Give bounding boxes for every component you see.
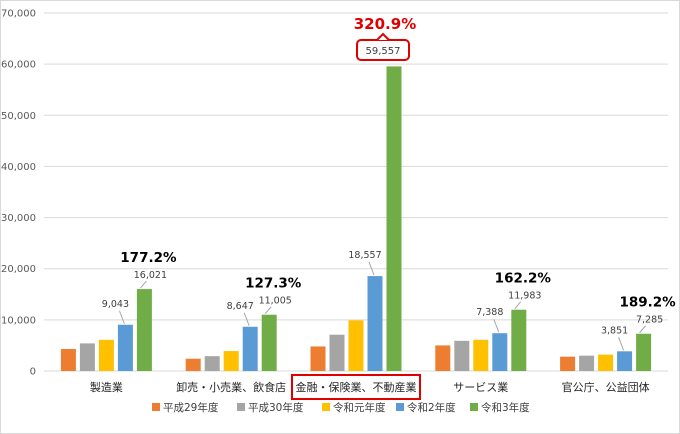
legend-label: 平成29年度 [163,401,219,414]
bar [511,309,527,371]
data-label: 16,021 [134,270,167,281]
leader-line [493,319,500,333]
x-tick-label: サービス業 [453,381,508,394]
y-tick-label: 60,000 [1,60,36,71]
bar [204,356,220,371]
bar [79,343,95,371]
leader-line [118,310,125,324]
y-tick-label: 50,000 [1,111,36,122]
legend-swatch [322,403,330,411]
x-tick-label: 製造業 [90,380,123,394]
bar [492,333,508,371]
growth-label: 162.2% [495,271,552,287]
bar [454,340,470,371]
x-tick-label: 卸売・小売業、飲食店 [176,380,286,394]
growth-label: 189.2% [619,295,676,311]
bar [60,349,76,371]
bar [579,355,595,371]
leader-line [264,306,272,315]
x-tick-label: 金融・保険業、不動産業 [296,380,417,394]
data-label: 11,005 [259,296,292,307]
bar [560,356,576,371]
legend-label: 令和2年度 [407,401,456,414]
leader-line [368,261,375,276]
bar [261,314,277,371]
legend-swatch [470,403,478,411]
leader-line [618,337,625,351]
highlight-category-box [291,374,421,400]
bar [617,351,633,371]
bar [223,351,239,371]
y-tick-label: 70,000 [1,9,36,20]
data-label: 3,851 [601,325,628,336]
legend-label: 令和元年度 [333,401,386,414]
x-tick-label: 官公庁、公益団体 [562,380,650,394]
bar [117,324,133,371]
data-label: 8,647 [227,301,254,312]
data-label-highlight: 59,557 [366,46,401,57]
data-label: 9,043 [102,299,129,310]
bar [310,346,326,371]
y-tick-label: 10,000 [1,315,36,326]
leader-line [639,325,646,334]
legend-label: 平成30年度 [248,401,304,414]
bar [242,326,258,371]
leader-line [514,301,522,310]
data-label: 7,388 [476,307,503,318]
bar [348,320,364,371]
legend-label: 令和3年度 [481,401,530,414]
growth-label: 177.2% [120,250,177,266]
y-tick-label: 30,000 [1,213,36,224]
y-tick-label: 20,000 [1,264,36,275]
leader-line [140,280,147,289]
legend-swatch [237,403,245,411]
y-tick-label: 0 [30,367,36,378]
bar [367,276,383,371]
bar [598,354,614,371]
growth-label-highlight: 320.9% [354,15,416,33]
bar [386,66,402,372]
bar [329,334,345,371]
data-label: 18,557 [348,250,381,261]
bar [636,333,652,371]
growth-label: 127.3% [245,276,302,292]
data-label: 7,285 [636,315,663,326]
bar [473,339,489,371]
highlight-pointer [376,32,390,41]
legend-swatch [396,403,404,411]
bar [136,289,152,371]
legend-swatch [152,403,160,411]
leader-line [243,312,250,326]
bar [98,339,114,371]
bar [185,358,201,371]
y-tick-label: 40,000 [1,162,36,173]
bar [435,345,451,371]
data-label: 11,983 [508,291,541,302]
